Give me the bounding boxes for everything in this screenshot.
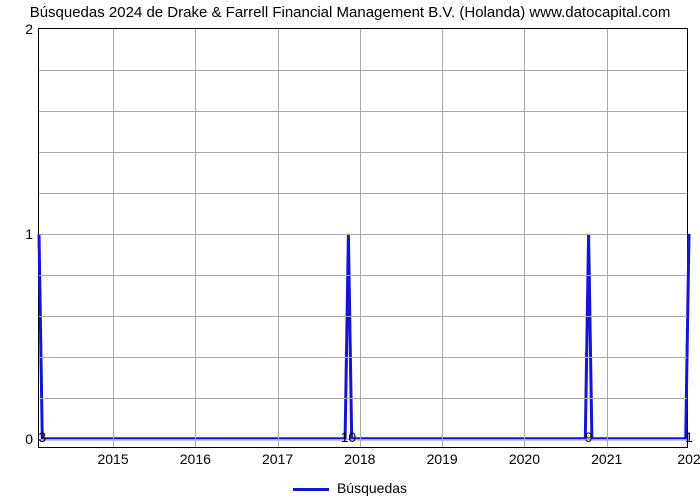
- gridline-v: [607, 29, 608, 447]
- series-line: [39, 29, 689, 449]
- y-tick-label: 0: [25, 431, 33, 447]
- chart-legend: Búsquedas: [0, 480, 700, 496]
- chart-title: Búsquedas 2024 de Drake & Farrell Financ…: [0, 4, 700, 21]
- gridline-h-minor: [39, 70, 687, 71]
- gridline-v: [195, 29, 196, 447]
- x-tick-label: 2016: [180, 451, 211, 467]
- gridline-h-minor: [39, 152, 687, 153]
- x-tick-label: 2018: [344, 451, 375, 467]
- gridline-h-minor: [39, 275, 687, 276]
- x-tick-label: 2017: [262, 451, 293, 467]
- gridline-v: [524, 29, 525, 447]
- gridline-h-minor: [39, 398, 687, 399]
- gridline-v: [360, 29, 361, 447]
- x-tick-label: 202: [677, 451, 700, 467]
- x-tick-label: 2021: [591, 451, 622, 467]
- gridline-v: [278, 29, 279, 447]
- gridline-h-minor: [39, 316, 687, 317]
- x-tick-label: 2019: [427, 451, 458, 467]
- value-label: 9: [585, 429, 593, 445]
- value-label: 1: [685, 429, 693, 445]
- y-tick-label: 1: [25, 226, 33, 242]
- gridline-v: [113, 29, 114, 447]
- value-label: 3: [38, 429, 46, 445]
- value-label: 10: [341, 429, 357, 445]
- gridline-v: [442, 29, 443, 447]
- gridline-h-minor: [39, 357, 687, 358]
- gridline-h: [39, 234, 687, 235]
- y-tick-label: 2: [25, 21, 33, 37]
- gridline-h-minor: [39, 111, 687, 112]
- gridline-h-minor: [39, 193, 687, 194]
- plot-area: 201520162017201820192020202120201231091: [38, 28, 688, 448]
- x-tick-label: 2020: [509, 451, 540, 467]
- legend-swatch: [293, 488, 329, 491]
- legend-label: Búsquedas: [337, 480, 407, 496]
- x-tick-label: 2015: [97, 451, 128, 467]
